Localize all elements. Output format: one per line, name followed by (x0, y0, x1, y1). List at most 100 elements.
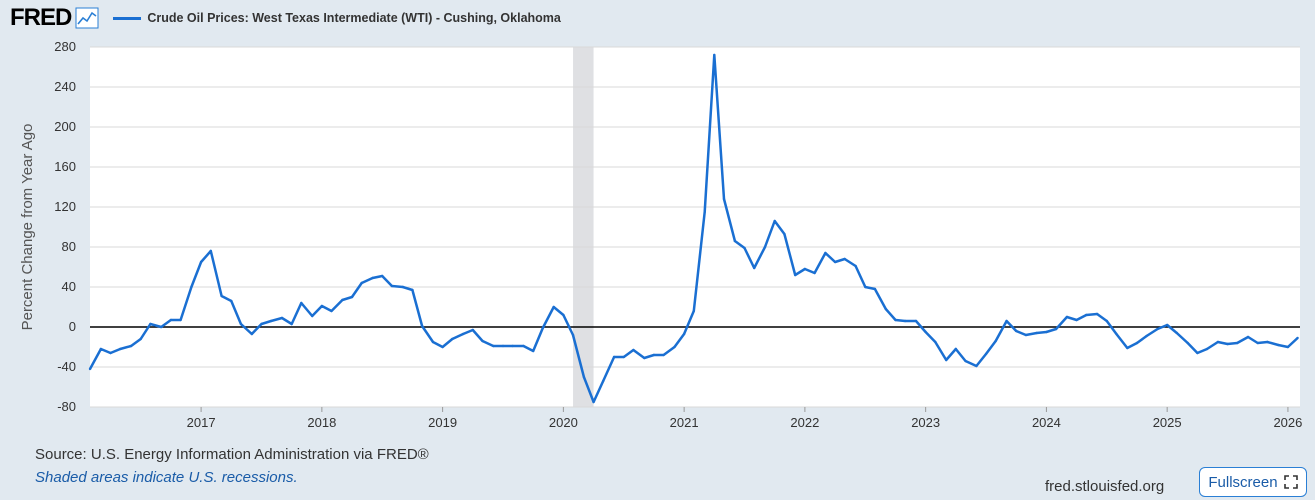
y-tick-label: -40 (57, 359, 76, 374)
fred-graph-icon (75, 7, 99, 29)
data-point (1085, 313, 1088, 317)
data-point (190, 285, 193, 289)
data-point (1246, 335, 1250, 339)
data-point (743, 246, 746, 250)
data-point (813, 271, 816, 275)
data-point (149, 322, 152, 326)
data-point (239, 322, 243, 326)
data-point (1156, 327, 1159, 331)
data-point (1115, 332, 1118, 336)
data-point (1286, 345, 1290, 349)
data-point (1075, 318, 1078, 322)
data-point (1024, 333, 1028, 337)
data-point (1035, 331, 1038, 335)
data-point (481, 339, 484, 343)
data-point (1135, 341, 1139, 345)
source-note: Source: U.S. Energy Information Administ… (35, 446, 429, 463)
data-point (1165, 323, 1169, 327)
data-point (1054, 327, 1058, 331)
data-point (199, 260, 203, 264)
y-tick-label: 0 (69, 319, 76, 334)
data-point (401, 285, 404, 289)
data-point (129, 344, 133, 348)
data-point (1236, 341, 1239, 345)
y-tick-label: 120 (54, 199, 76, 214)
data-point (984, 352, 988, 356)
y-tick-label: 200 (54, 119, 76, 134)
data-point (975, 364, 978, 368)
chart-header: FRED Crude Oil Prices: West Texas Interm… (10, 4, 561, 32)
recession-shade (573, 47, 594, 407)
data-point (954, 347, 958, 351)
x-tick-label: 2023 (911, 415, 940, 430)
x-tick-label: 2017 (187, 415, 216, 430)
data-point (501, 344, 505, 348)
x-tick-label: 2022 (790, 415, 819, 430)
data-point (1226, 342, 1229, 346)
data-point (1175, 331, 1179, 335)
data-point (1045, 330, 1048, 334)
recession-note: Shaded areas indicate U.S. recessions. (35, 469, 298, 486)
data-point (713, 53, 716, 57)
data-point (310, 314, 314, 318)
data-point (320, 304, 324, 308)
data-point (280, 316, 284, 320)
x-tick-label: 2025 (1153, 415, 1182, 430)
data-point (209, 249, 212, 253)
data-point (703, 210, 706, 214)
site-url[interactable]: fred.stlouisfed.org (1045, 478, 1165, 495)
data-point (371, 276, 374, 280)
x-tick-label: 2026 (1273, 415, 1302, 430)
data-point (783, 232, 786, 236)
data-point (230, 299, 233, 303)
data-point (894, 318, 897, 322)
data-point (562, 313, 565, 317)
data-point (1145, 334, 1148, 338)
data-point (662, 353, 665, 357)
data-point (451, 337, 454, 341)
data-point (612, 355, 616, 359)
data-point (541, 326, 545, 330)
data-point (914, 319, 918, 323)
data-point (220, 294, 223, 298)
data-point (602, 379, 605, 383)
data-point (571, 333, 575, 337)
data-point (622, 355, 625, 359)
data-point (330, 309, 333, 313)
data-point (522, 344, 525, 348)
data-point (1277, 343, 1280, 347)
data-point (592, 400, 595, 404)
legend-label: Crude Oil Prices: West Texas Intermediat… (147, 11, 561, 25)
fred-logo[interactable]: FRED (10, 4, 72, 31)
data-point (773, 219, 776, 223)
y-tick-label: -80 (57, 399, 76, 414)
data-point (531, 349, 535, 353)
data-point (441, 345, 444, 349)
data-point (390, 284, 394, 288)
data-point (994, 339, 997, 343)
fullscreen-label: Fullscreen (1208, 473, 1278, 491)
data-point (873, 287, 877, 291)
data-point (269, 319, 273, 323)
data-point (341, 298, 344, 302)
data-point (431, 340, 435, 344)
data-point (652, 353, 656, 357)
fullscreen-button[interactable]: Fullscreen (1199, 467, 1307, 497)
y-tick-label: 280 (54, 39, 76, 54)
y-tick-label: 80 (62, 239, 76, 254)
data-point (1105, 319, 1108, 323)
data-point (88, 367, 92, 371)
data-point (420, 324, 424, 328)
data-point (934, 340, 937, 344)
data-point (552, 305, 555, 309)
data-point (360, 281, 363, 285)
data-point (1266, 340, 1269, 344)
data-point (682, 332, 686, 336)
data-point (1015, 329, 1018, 333)
y-tick-label: 240 (54, 79, 76, 94)
data-point (824, 251, 827, 255)
data-point (1296, 336, 1299, 340)
data-point (803, 267, 807, 271)
line-chart: 280 240 200 160 120 80 40 0 -40 -80 2017 2018 2019 2… (19, 39, 1302, 430)
y-axis-label: Percent Change from Year Ago (19, 124, 36, 331)
